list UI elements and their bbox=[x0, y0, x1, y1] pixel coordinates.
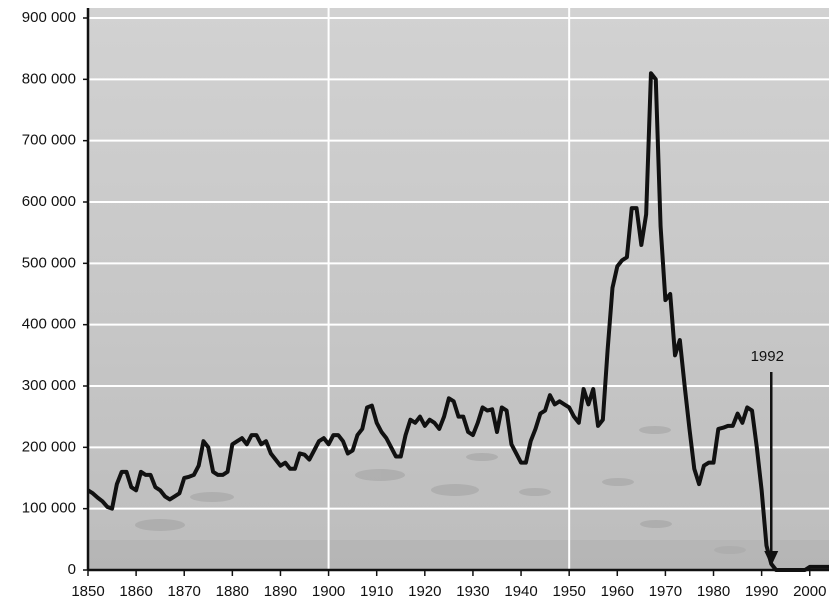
x-tick-label: 1910 bbox=[360, 583, 393, 600]
x-tick-label: 1920 bbox=[408, 583, 441, 600]
data-line bbox=[86, 71, 829, 572]
x-tick-label: 1940 bbox=[504, 583, 537, 600]
x-tick-label: 1970 bbox=[649, 583, 682, 600]
x-tick-label: 2000 bbox=[793, 583, 826, 600]
y-tick-label: 600 000 bbox=[22, 193, 76, 210]
y-tick-label: 800 000 bbox=[22, 70, 76, 87]
x-tick-label: 1960 bbox=[601, 583, 634, 600]
x-tick-label: 1900 bbox=[312, 583, 345, 600]
y-tick-label: 200 000 bbox=[22, 438, 76, 455]
y-tick-label: 900 000 bbox=[22, 9, 76, 26]
y-tick-label: 0 bbox=[68, 561, 76, 578]
x-tick-label: 1870 bbox=[168, 583, 201, 600]
x-tick-label: 1890 bbox=[264, 583, 297, 600]
decoration bbox=[88, 426, 829, 570]
y-tick-label: 300 000 bbox=[22, 377, 76, 394]
plot-background bbox=[88, 8, 829, 570]
x-tick-label: 1930 bbox=[456, 583, 489, 600]
annotation-label: 1992 bbox=[751, 348, 784, 365]
x-tick-label: 1860 bbox=[119, 583, 152, 600]
y-tick-label: 100 000 bbox=[22, 500, 76, 517]
x-tick-label: 1980 bbox=[697, 583, 730, 600]
x-tick-label: 1990 bbox=[745, 583, 778, 600]
x-tick-label: 1880 bbox=[216, 583, 249, 600]
y-tick-label: 700 000 bbox=[22, 132, 76, 149]
y-tick-label: 400 000 bbox=[22, 316, 76, 333]
y-tick-label: 500 000 bbox=[22, 254, 76, 271]
annotation-arrowhead bbox=[764, 551, 779, 566]
x-tick-label: 1850 bbox=[71, 583, 104, 600]
x-tick-label: 1950 bbox=[552, 583, 585, 600]
